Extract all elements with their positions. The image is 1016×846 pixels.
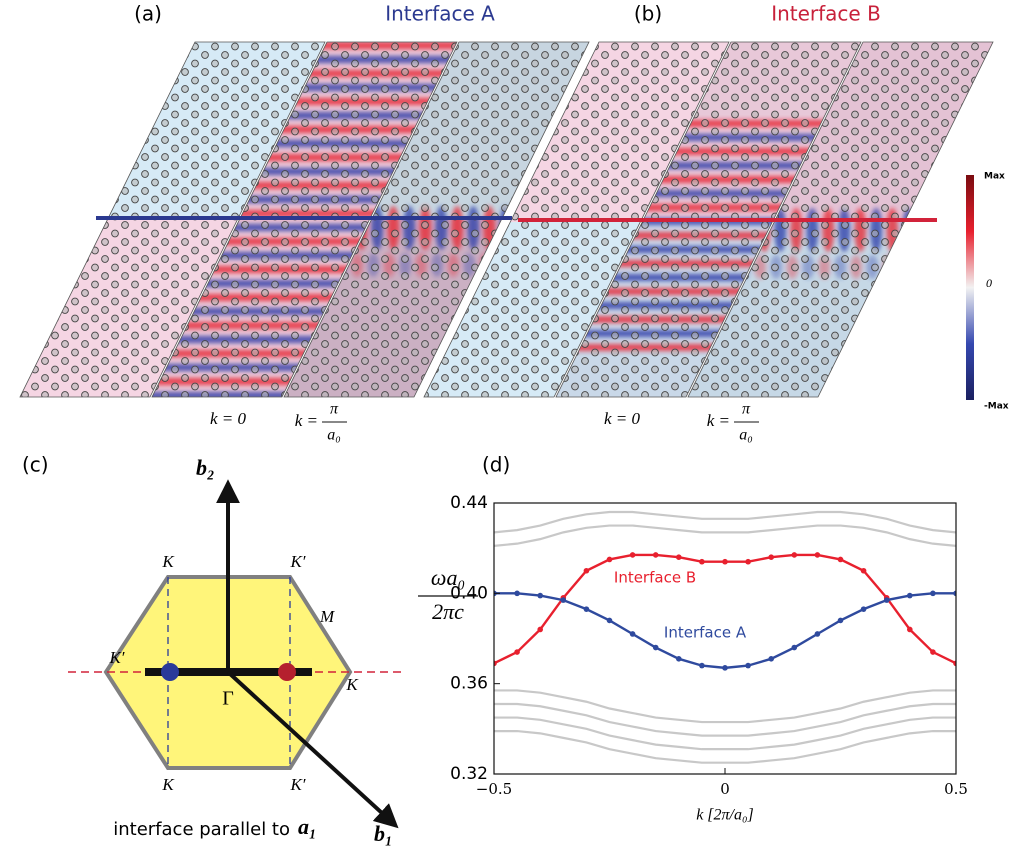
data-point — [930, 649, 936, 655]
k-den: a₀ — [327, 427, 341, 444]
caption: interface parallel to — [113, 819, 290, 840]
field-plots — [0, 42, 1016, 399]
bulk-band — [494, 526, 956, 546]
data-point — [768, 554, 774, 560]
m-label: M — [319, 607, 335, 626]
series-line — [494, 555, 956, 663]
data-point — [561, 597, 567, 603]
k-label: k = — [707, 411, 730, 430]
x-tick-label: 0.5 — [944, 780, 968, 798]
data-point — [722, 665, 728, 671]
y-axis-label-num: ωa₀ — [431, 565, 465, 590]
valley-point — [278, 663, 296, 681]
colorbar-label: -Max — [984, 402, 1009, 412]
data-point — [653, 645, 659, 651]
data-point — [861, 568, 867, 574]
x-tick-label: −0.5 — [476, 780, 512, 798]
data-point — [930, 591, 936, 597]
data-point — [514, 591, 520, 597]
data-point — [607, 557, 613, 563]
data-point — [838, 618, 844, 624]
data-point — [537, 593, 543, 599]
caption-vector: a₁ — [298, 814, 317, 839]
data-point — [815, 552, 821, 558]
figure: (a) Interface A (b) Interface B k = 0 k … — [0, 0, 1016, 846]
k-point: K — [161, 552, 175, 571]
data-point — [907, 627, 913, 633]
data-point — [838, 557, 844, 563]
data-point — [584, 606, 590, 612]
x-tick-label: 0 — [720, 780, 730, 798]
vector-label: b₂ — [196, 455, 215, 480]
bulk-band — [494, 690, 956, 722]
series-label: Interface B — [614, 569, 696, 587]
k-num: π — [742, 401, 751, 418]
data-point — [792, 645, 798, 651]
data-point — [722, 559, 728, 565]
series-label: Interface A — [664, 624, 747, 642]
k-point: K — [161, 775, 175, 794]
panel-label: (d) — [482, 453, 510, 477]
bulk-band — [494, 512, 956, 532]
data-point — [676, 656, 682, 662]
panel-title: Interface A — [385, 2, 495, 26]
gamma-label: Γ — [222, 688, 234, 710]
data-point — [792, 552, 798, 558]
k-den: a₀ — [739, 427, 753, 444]
data-point — [699, 663, 705, 669]
data-point — [745, 663, 751, 669]
k-num: π — [330, 401, 339, 418]
data-point — [907, 593, 913, 599]
k-point: K′ — [108, 648, 124, 667]
data-point — [537, 627, 543, 633]
panel-label: (a) — [134, 2, 162, 26]
data-point — [607, 618, 613, 624]
data-point — [815, 631, 821, 637]
bulk-band — [494, 704, 956, 736]
panel-label: (b) — [634, 2, 662, 26]
colorbar — [966, 175, 974, 400]
k-label: k = — [295, 411, 318, 430]
colorbar-label: 0 — [986, 276, 992, 290]
data-point — [768, 656, 774, 662]
data-point — [653, 552, 659, 558]
k-point: K′ — [289, 775, 305, 794]
k-label: k = 0 — [604, 409, 641, 428]
y-tick-label: 0.36 — [450, 674, 488, 694]
colorbar-label: Max — [984, 172, 1005, 182]
data-point — [745, 559, 751, 565]
k-point: K — [345, 675, 359, 694]
k-point: K′ — [289, 552, 305, 571]
data-point — [861, 606, 867, 612]
valley-point — [161, 663, 179, 681]
panel-title: Interface B — [771, 2, 881, 26]
k-label: k = 0 — [210, 409, 247, 428]
data-point — [676, 554, 682, 560]
data-point — [514, 649, 520, 655]
y-tick-label: 0.44 — [450, 493, 488, 513]
data-point — [630, 552, 636, 558]
data-point — [699, 559, 705, 565]
data-point — [884, 597, 890, 603]
y-axis-label-den: 2πc — [432, 599, 464, 624]
vector-label: b₁ — [374, 821, 393, 846]
data-point — [630, 631, 636, 637]
data-point — [584, 568, 590, 574]
x-axis-label: k [2π/a₀] — [696, 807, 754, 824]
panel-label: (c) — [22, 453, 49, 477]
